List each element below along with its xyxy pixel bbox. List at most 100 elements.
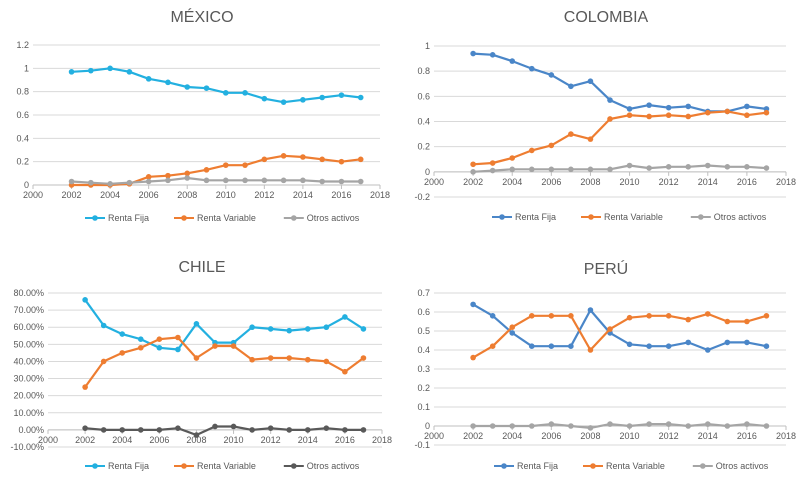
legend-item-renta-variable: Renta Variable [583, 461, 665, 471]
y-tick-label: 0 [24, 180, 29, 190]
data-point-otros-activos [724, 423, 731, 429]
x-tick-label: 2008 [186, 435, 206, 445]
data-point-renta-fija [300, 97, 306, 103]
data-point-renta-fija [509, 330, 516, 336]
legend-marker [590, 463, 596, 469]
data-point-renta-fija [665, 343, 672, 349]
data-point-otros-activos [88, 179, 94, 186]
legend-item-renta-fija: Renta Fija [85, 461, 149, 471]
data-point-renta-variable [587, 347, 594, 353]
data-point-renta-variable [267, 355, 274, 361]
data-point-renta-variable [568, 131, 574, 137]
data-point-renta-fija [685, 339, 692, 346]
data-point-renta-variable [304, 356, 311, 363]
data-point-otros-activos [763, 165, 770, 171]
legend-marker [499, 214, 505, 220]
data-point-renta-fija [304, 326, 311, 332]
chart-svg-2: CHILE -10.00% 0.00% 10.00% 20.00% 30.00% 40.00… [10, 259, 392, 471]
data-point-renta-variable [175, 334, 181, 341]
data-point-renta-fija [357, 94, 364, 101]
x-tick-label: 2004 [502, 177, 522, 187]
data-point-renta-fija [646, 343, 652, 349]
y-tick-label: 0.4 [417, 117, 430, 127]
legend-marker [501, 463, 507, 469]
x-tick-label: 2006 [541, 431, 561, 441]
data-point-renta-variable [509, 324, 516, 330]
data-point-otros-activos [724, 164, 731, 170]
data-point-renta-fija [261, 95, 268, 102]
data-point-otros-activos [68, 178, 75, 185]
data-point-renta-fija [626, 341, 633, 348]
data-point-otros-activos [242, 177, 248, 184]
data-point-renta-variable [323, 358, 330, 365]
x-tick-label: 2014 [698, 431, 718, 441]
x-tick-label: 2006 [149, 435, 169, 445]
legend-marker [588, 214, 594, 220]
data-point-renta-fija [587, 307, 594, 313]
chart-peru: PERÚ -0.1 0 0.1 0.2 0.3 0.4 0.5 0.6 0.7 2000 2002 20… [404, 240, 808, 480]
data-point-renta-fija [249, 324, 255, 331]
legend-label: Renta Fija [515, 212, 556, 222]
data-point-otros-activos [470, 169, 476, 175]
data-point-renta-variable [470, 354, 476, 361]
y-tick-label: 0 [425, 167, 430, 177]
data-point-otros-activos [338, 178, 345, 185]
data-point-renta-fija [145, 76, 152, 82]
data-point-otros-activos [607, 166, 613, 173]
data-point-renta-fija [665, 104, 672, 111]
data-point-renta-variable [82, 384, 88, 390]
data-point-renta-variable [665, 112, 672, 119]
chart-svg-3: PERÚ -0.1 0 0.1 0.2 0.3 0.4 0.5 0.6 0.7 2000 2002 20… [414, 259, 796, 471]
chart-title: COLOMBIA [564, 9, 649, 26]
chart-title: MÉXICO [170, 7, 233, 26]
data-point-renta-variable [242, 162, 248, 168]
data-point-otros-activos [646, 421, 652, 427]
y-tick-label: -0.2 [414, 192, 430, 202]
y-tick-label: 0.7 [417, 288, 430, 298]
data-point-renta-variable [509, 155, 516, 161]
data-point-otros-activos [184, 175, 191, 181]
y-tick-label: -0.1 [414, 440, 430, 450]
data-point-renta-variable [489, 160, 496, 166]
data-point-renta-variable [342, 368, 348, 375]
data-point-renta-fija [338, 92, 345, 98]
y-tick-label: 0.6 [16, 110, 29, 120]
x-tick-label: 2006 [139, 190, 159, 200]
data-point-renta-fija [528, 343, 535, 349]
y-tick-label: 0.00% [18, 425, 44, 435]
legend-marker [291, 215, 297, 221]
x-tick-label: 2014 [698, 177, 718, 187]
data-point-otros-activos [704, 162, 711, 169]
legend-marker [181, 215, 187, 221]
data-point-otros-activos [587, 425, 594, 431]
series-line-renta-variable [71, 154, 361, 187]
data-point-otros-activos [323, 425, 330, 431]
y-tick-label: 0 [425, 421, 430, 431]
data-point-otros-activos [261, 177, 268, 184]
data-point-renta-variable [280, 153, 287, 159]
data-point-otros-activos [626, 423, 633, 429]
y-tick-label: 40.00% [13, 356, 44, 366]
legend-label: Renta Variable [197, 213, 256, 223]
data-point-otros-activos [646, 165, 652, 171]
x-tick-label: 2012 [659, 431, 679, 441]
x-tick-label: 2018 [372, 435, 392, 445]
data-point-otros-activos [286, 427, 293, 433]
data-point-renta-fija [242, 90, 248, 96]
x-tick-label: 2012 [254, 190, 274, 200]
data-point-renta-variable [607, 326, 613, 332]
data-point-renta-fija [222, 90, 229, 96]
data-point-otros-activos [744, 421, 750, 427]
legend-item-renta-variable: Renta Variable [174, 213, 256, 223]
y-tick-label: 0.8 [417, 66, 430, 76]
x-tick-label: 2000 [424, 431, 444, 441]
y-tick-label: 10.00% [13, 408, 44, 418]
data-point-renta-fija [137, 336, 144, 342]
data-point-otros-activos [568, 166, 574, 173]
legend-label: Renta Fija [517, 461, 558, 471]
data-point-renta-variable [165, 172, 171, 179]
legend-item-renta-fija: Renta Fija [494, 461, 558, 471]
data-point-renta-fija [470, 50, 476, 57]
data-point-renta-variable [212, 343, 218, 349]
data-point-renta-fija [68, 69, 75, 75]
